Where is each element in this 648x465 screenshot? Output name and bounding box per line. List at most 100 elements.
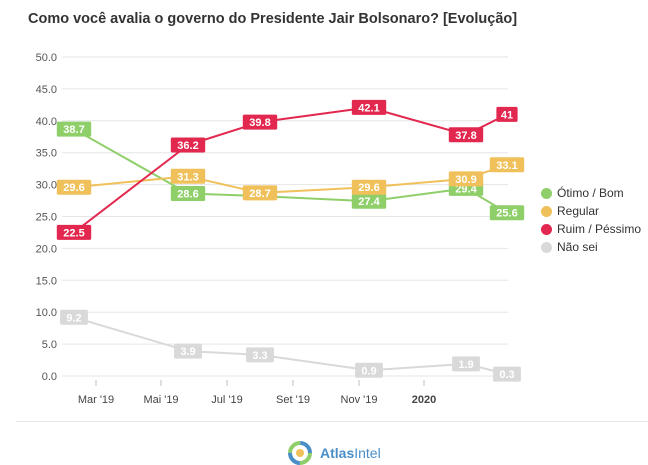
data-label-text: 31.3 <box>177 171 198 183</box>
data-label-box <box>496 106 518 122</box>
data-label-box <box>355 362 383 378</box>
legend-swatch <box>541 187 552 199</box>
data-label-text: 38.7 <box>63 124 84 136</box>
data-label-regular: 29.6 <box>56 179 92 195</box>
footer-divider <box>16 421 648 422</box>
legend-label: Regular <box>557 204 600 218</box>
y-tick-label: 20.0 <box>36 243 57 255</box>
data-label-otimo-bom: 25.6 <box>489 205 525 221</box>
data-label-box <box>174 343 202 359</box>
series-line-ruim-pessimo <box>73 106 508 234</box>
data-label-box <box>452 356 480 372</box>
y-tick-label: 5.0 <box>42 339 57 351</box>
data-label-text: 9.2 <box>66 312 81 324</box>
x-tick-label: Nov '19 <box>341 394 378 406</box>
x-tick-label: Mar '19 <box>78 394 114 406</box>
y-tick-label: 25.0 <box>36 212 57 224</box>
y-tick-label: 10.0 <box>36 307 57 319</box>
legend-item-otimo-bom[interactable]: Ótimo / Bom <box>541 184 641 202</box>
data-label-box <box>170 168 206 184</box>
data-label-text: 3.9 <box>180 346 195 358</box>
data-label-box <box>489 157 525 173</box>
data-label-regular: 33.1 <box>489 157 525 173</box>
brand-name-light: Intel <box>354 445 381 461</box>
data-label-box <box>56 179 92 195</box>
data-label-regular: 31.3 <box>170 168 206 184</box>
data-label-otimo-bom: 28.6 <box>170 186 206 201</box>
legend-swatch <box>541 223 552 235</box>
legend-label: Ótimo / Bom <box>557 186 624 200</box>
data-label-nao-sei: 0.3 <box>493 366 521 382</box>
data-label-nao-sei: 3.9 <box>174 343 202 359</box>
data-label-text: 27.4 <box>358 196 380 208</box>
x-tick-label: Set '19 <box>276 394 310 406</box>
data-label-text: 29.6 <box>358 182 379 194</box>
legend-label: Não sei <box>557 240 598 254</box>
atlasintel-logo-icon <box>288 441 312 465</box>
data-label-text: 39.8 <box>249 117 270 129</box>
data-label-box <box>448 171 484 187</box>
data-label-text: 29.6 <box>63 182 84 194</box>
x-tick-label: Mai '19 <box>143 394 178 406</box>
data-label-ruim-pessimo: 37.8 <box>448 127 484 143</box>
y-tick-label: 40.0 <box>36 116 57 128</box>
data-label-box <box>351 99 387 115</box>
legend-swatch <box>541 241 552 253</box>
data-label-text: 37.8 <box>455 130 476 142</box>
data-label-box <box>56 224 92 240</box>
data-label-ruim-pessimo: 41 <box>496 106 518 122</box>
y-tick-label: 0.0 <box>42 371 57 383</box>
legend-item-regular[interactable]: Regular <box>541 202 641 220</box>
y-tick-label: 45.0 <box>36 84 57 96</box>
data-label-box <box>351 193 387 209</box>
data-label-box <box>448 127 484 143</box>
data-label-box <box>60 309 88 325</box>
data-label-text: 30.9 <box>455 174 476 186</box>
data-label-text: 0.9 <box>361 365 376 377</box>
data-label-text: 3.3 <box>252 350 267 362</box>
data-label-text: 28.7 <box>249 188 270 200</box>
data-label-nao-sei: 1.9 <box>452 356 480 372</box>
series-line-regular <box>73 163 508 194</box>
data-label-box <box>56 121 92 137</box>
line-chart: 0.0 5.0 10.0 15.0 20.0 25.0 30.0 35.0 40.0 45.0 50… <box>36 52 525 406</box>
brand-name: AtlasIntel <box>320 445 381 461</box>
y-tick-label: 15.0 <box>36 275 57 287</box>
data-label-box <box>489 205 525 221</box>
x-tick-label: Jul '19 <box>211 394 242 406</box>
chart-legend: Ótimo / Bom Regular Ruim / Péssimo Não s… <box>541 184 641 256</box>
data-label-otimo-bom: 27.4 <box>351 193 387 209</box>
data-label-text: 1.9 <box>458 359 473 371</box>
data-label-regular: 28.7 <box>242 185 278 201</box>
y-tick-label: 30.0 <box>36 180 57 192</box>
brand-footer: AtlasIntel <box>288 441 381 465</box>
y-tick-label: 50.0 <box>36 52 57 64</box>
data-label-text: 25.6 <box>496 208 517 220</box>
legend-label: Ruim / Péssimo <box>557 222 642 236</box>
legend-item-nao-sei[interactable]: Não sei <box>541 238 641 256</box>
data-label-text: 22.5 <box>63 227 84 239</box>
data-label-text: 42.1 <box>358 102 379 114</box>
data-label-regular: 30.9 <box>448 171 484 187</box>
data-label-text: 0.3 <box>499 369 514 381</box>
data-label-text: 28.6 <box>177 189 198 201</box>
y-tick-label: 35.0 <box>36 148 57 160</box>
series-line-nao-sei <box>73 316 508 376</box>
data-label-nao-sei: 3.3 <box>246 347 274 363</box>
data-label-box <box>242 114 278 130</box>
data-label-ruim-pessimo: 22.5 <box>56 224 92 240</box>
data-label-box <box>493 366 521 382</box>
data-label-text: 33.1 <box>496 160 517 172</box>
data-label-ruim-pessimo: 42.1 <box>351 99 387 115</box>
legend-swatch <box>541 205 552 217</box>
legend-item-ruim-pessimo[interactable]: Ruim / Péssimo <box>541 220 641 238</box>
series-line-otimo-bom <box>73 128 508 214</box>
chart-title: Como você avalia o governo do Presidente… <box>28 11 518 27</box>
data-label-ruim-pessimo: 36.2 <box>170 137 206 153</box>
data-label-nao-sei: 0.9 <box>355 362 383 378</box>
data-label-text: 41 <box>501 109 513 121</box>
data-label-box <box>170 186 206 201</box>
brand-name-bold: Atlas <box>320 445 355 461</box>
data-label-box <box>242 185 278 201</box>
data-label-ruim-pessimo: 39.8 <box>242 114 278 130</box>
